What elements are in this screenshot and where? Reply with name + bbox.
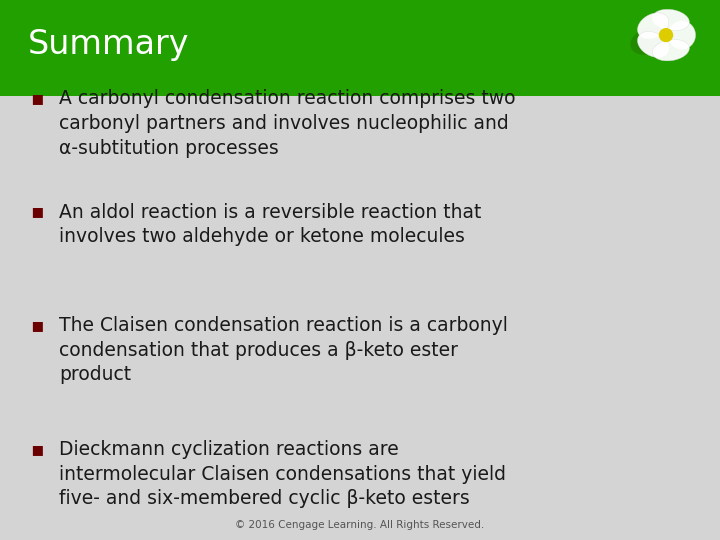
Text: A carbonyl condensation reaction comprises two
carbonyl partners and involves nu: A carbonyl condensation reaction compris… bbox=[59, 89, 516, 158]
Ellipse shape bbox=[637, 13, 669, 39]
Ellipse shape bbox=[659, 28, 673, 42]
Ellipse shape bbox=[637, 31, 669, 57]
Text: ▪: ▪ bbox=[30, 89, 44, 108]
Text: Dieckmann cyclization reactions are
intermolecular Claisen condensations that yi: Dieckmann cyclization reactions are inte… bbox=[59, 440, 506, 509]
FancyBboxPatch shape bbox=[0, 0, 720, 89]
Text: ▪: ▪ bbox=[30, 202, 44, 221]
Text: ▪: ▪ bbox=[30, 316, 44, 335]
Ellipse shape bbox=[630, 26, 669, 55]
Ellipse shape bbox=[652, 9, 689, 31]
Text: An aldol reaction is a reversible reaction that
involves two aldehyde or ketone : An aldol reaction is a reversible reacti… bbox=[59, 202, 482, 246]
Text: The Claisen condensation reaction is a carbonyl
condensation that produces a β-k: The Claisen condensation reaction is a c… bbox=[59, 316, 508, 384]
Text: © 2016 Cengage Learning. All Rights Reserved.: © 2016 Cengage Learning. All Rights Rese… bbox=[235, 520, 485, 530]
Ellipse shape bbox=[652, 39, 689, 61]
FancyBboxPatch shape bbox=[0, 89, 720, 96]
Text: ▪: ▪ bbox=[30, 440, 44, 459]
Ellipse shape bbox=[668, 21, 696, 49]
Text: Summary: Summary bbox=[27, 28, 189, 61]
